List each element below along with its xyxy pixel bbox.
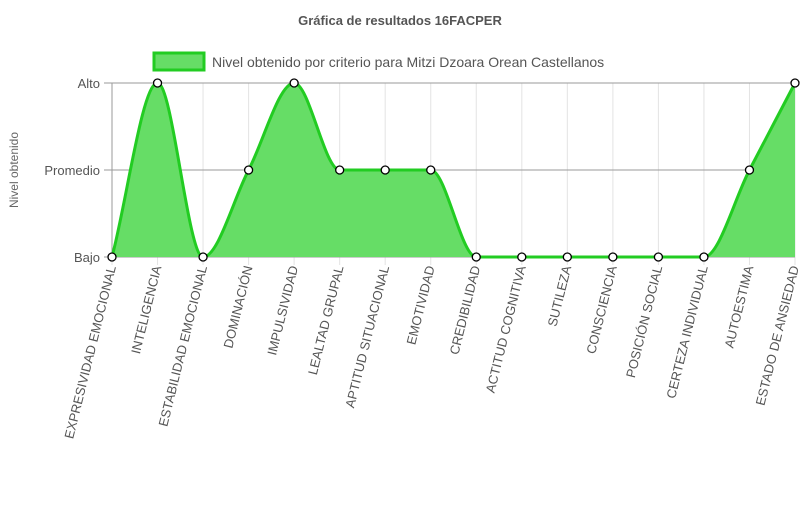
y-ticks: Bajo Promedio Alto [44, 76, 100, 265]
data-point[interactable] [198, 252, 208, 262]
data-points [107, 78, 800, 262]
series-line [110, 81, 797, 259]
data-point[interactable] [471, 252, 481, 262]
x-tick-label: CONSCIENCIA [583, 264, 619, 356]
data-point[interactable] [380, 165, 390, 175]
x-tick-label: EXPRESIVIDAD EMOCIONAL [61, 264, 119, 440]
x-tick-label: ACTITUD COGNITIVA [483, 264, 529, 395]
x-tick-label: ESTABILIDAD EMOCIONAL [155, 264, 210, 428]
series-area [112, 83, 795, 257]
y-tick-label: Alto [78, 76, 100, 91]
x-tick-label: ESTADO DE ANSIEDAD [753, 264, 800, 407]
data-point[interactable] [289, 78, 299, 88]
data-point[interactable] [608, 252, 618, 262]
data-point[interactable] [107, 252, 117, 262]
x-tick-label: LEALTAD GRUPAL [305, 264, 347, 376]
x-tick-label: SUTILEZA [545, 264, 575, 328]
x-tick-label: EMOTIVIDAD [404, 264, 438, 346]
data-point[interactable] [744, 165, 755, 175]
data-point[interactable] [152, 78, 163, 88]
x-tick-label: DOMINACIÓN [221, 264, 256, 350]
data-point[interactable] [562, 252, 572, 262]
data-point[interactable] [790, 78, 800, 88]
data-point[interactable] [426, 165, 436, 175]
x-tick-label: POSICIÓN SOCIAL [623, 264, 665, 379]
legend-swatch [152, 51, 206, 72]
data-point[interactable] [335, 165, 345, 175]
data-point[interactable] [653, 252, 664, 262]
legend-label: Nivel obtenido por criterio para Mitzi D… [212, 54, 604, 70]
data-point[interactable] [699, 252, 709, 262]
x-tick-label: CERTEZA INDIVIDUAL [663, 264, 711, 400]
legend[interactable]: Nivel obtenido por criterio para Mitzi D… [152, 51, 604, 72]
y-tick-label: Promedio [44, 163, 100, 178]
x-tick-label: IMPULSIVIDAD [264, 264, 301, 357]
chart-title: Gráfica de resultados 16FACPER [298, 13, 502, 28]
data-point[interactable] [243, 165, 254, 175]
data-point[interactable] [517, 252, 527, 262]
x-tick-label: INTELIGENCIA [128, 264, 164, 356]
x-tick-label: CREDIBILIDAD [447, 264, 484, 356]
y-axis-label: Nivel obtenido [7, 132, 21, 208]
x-ticks: EXPRESIVIDAD EMOCIONAL INTELIGENCIAESTABI… [61, 264, 800, 440]
x-tick-label: AUTOESTIMA [721, 264, 756, 350]
x-tick-label: APTITUD SITUACIONAL [342, 264, 392, 409]
y-tick-label: Bajo [74, 250, 100, 265]
